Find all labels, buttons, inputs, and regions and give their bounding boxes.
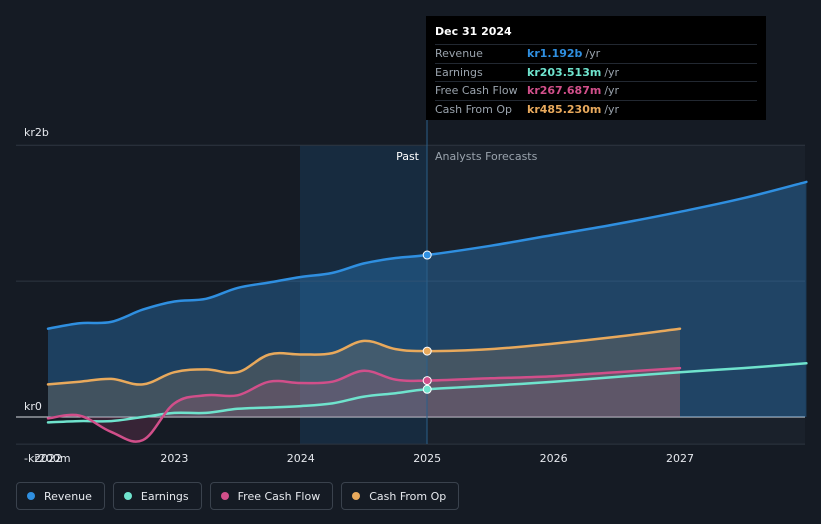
legend-dot-icon — [352, 492, 361, 500]
y-tick-label: kr2b — [24, 126, 49, 139]
hover-markers — [422, 250, 432, 394]
tooltip-label: Earnings — [435, 65, 483, 79]
tooltip-date: Dec 31 2024 — [435, 25, 512, 38]
marker-earnings — [422, 384, 432, 394]
series-line-free-cash-flow — [46, 366, 682, 443]
legend-dot-icon — [220, 492, 229, 500]
gridlines — [16, 144, 805, 445]
tooltip-label: Revenue — [435, 47, 483, 61]
tooltip-row-revenue: Revenue kr1.192b /yr — [435, 44, 757, 63]
legend-dot-icon — [123, 492, 132, 500]
legend-dot-icon — [27, 492, 35, 500]
legend-label: Cash From Op — [369, 489, 447, 503]
series-line-cash-from-op — [46, 327, 682, 386]
tooltip-label: Free Cash Flow — [435, 84, 518, 98]
legend: Revenue Earnings Free Cash Flow Cash Fro… — [16, 482, 467, 510]
tooltip-value: kr485.230m — [527, 102, 602, 116]
x-tick-label: 2025 — [413, 452, 441, 465]
tooltip-unit: /yr — [604, 84, 620, 98]
tooltip-unit: /yr — [604, 102, 620, 116]
legend-item-free-cash-flow[interactable]: Free Cash Flow — [209, 482, 334, 510]
y-tick-label: -kr200m — [24, 452, 71, 465]
tooltip-value: kr267.687m — [527, 84, 602, 98]
tooltip-label: Cash From Op — [435, 102, 513, 116]
tooltip-value: kr1.192b — [527, 47, 583, 61]
forecast-area-bg — [427, 145, 805, 444]
x-tick-label: 2027 — [666, 452, 694, 465]
series-line-revenue — [46, 180, 808, 330]
forecast-label: Analysts Forecasts — [435, 150, 538, 163]
marker-revenue — [422, 250, 432, 260]
tooltip-unit: /yr — [604, 65, 620, 79]
tooltip-row-earnings: Earnings kr203.513m /yr — [435, 62, 757, 82]
y-tick-label: kr0 — [24, 400, 42, 413]
tooltip-unit: /yr — [585, 47, 601, 61]
legend-label: Free Cash Flow — [237, 489, 321, 503]
tooltip-row-free-cash-flow: Free Cash Flow kr267.687m /yr — [435, 81, 757, 100]
x-tick-label: 2024 — [287, 452, 315, 465]
x-tick-label: 2026 — [540, 452, 568, 465]
tooltip: Dec 31 2024 Revenue kr1.192b /yr Earning… — [426, 16, 766, 120]
past-highlight-band — [300, 145, 427, 444]
legend-label: Revenue — [44, 489, 92, 503]
x-axis: 2022 2023 2024 2025 2026 2027 — [34, 452, 694, 465]
x-tick-label: 2023 — [160, 452, 188, 465]
tooltip-row-cash-from-op: Cash From Op kr485.230m /yr — [435, 99, 757, 119]
tooltip-value: kr203.513m — [527, 65, 602, 79]
marker-free-cash-flow — [422, 376, 432, 386]
legend-item-cash-from-op[interactable]: Cash From Op — [341, 482, 460, 510]
y-axis: kr2b kr0 -kr200m — [24, 126, 71, 465]
marker-cash-from-op — [422, 346, 432, 356]
x-tick-label: 2022 — [34, 452, 62, 465]
legend-label: Earnings — [140, 489, 189, 503]
series-lines — [46, 180, 808, 443]
series-line-earnings — [46, 362, 808, 424]
series-area-free-cash-flow — [48, 368, 680, 442]
legend-item-earnings[interactable]: Earnings — [112, 482, 202, 510]
legend-item-revenue[interactable]: Revenue — [16, 482, 105, 510]
past-label: Past — [396, 150, 420, 163]
